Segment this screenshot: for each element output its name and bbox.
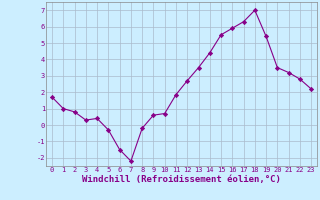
X-axis label: Windchill (Refroidissement éolien,°C): Windchill (Refroidissement éolien,°C) <box>82 175 281 184</box>
